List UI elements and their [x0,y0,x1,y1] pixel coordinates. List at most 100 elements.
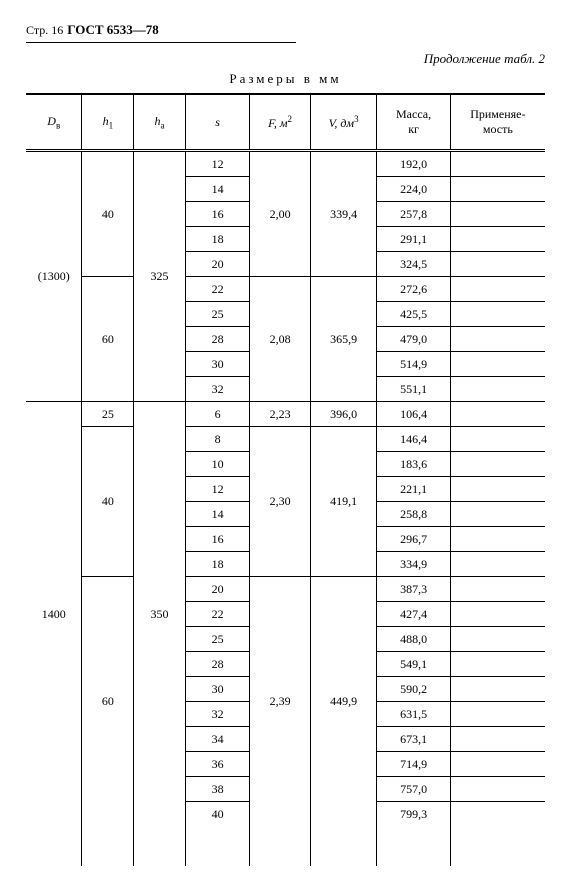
cell-mass: 324,5 [377,252,450,277]
cell-mass: 291,1 [377,227,450,252]
cell-use [450,552,545,577]
cell-V: 365,9 [310,277,377,402]
cell-F: 2,30 [250,427,310,577]
cell-mass: 146,4 [377,427,450,452]
cell-s: 30 [185,352,250,377]
cell-s: 25 [185,302,250,327]
cell-mass: 272,6 [377,277,450,302]
cell-use [450,802,545,827]
cell-h1: 60 [82,577,134,827]
cell-use [450,502,545,527]
cell-Dv: 1400 [26,402,82,827]
cell-use [450,427,545,452]
cell-mass: 549,1 [377,652,450,677]
cell-s: 25 [185,627,250,652]
cell-mass: 106,4 [377,402,450,427]
continuation-label: Продолжение табл. 2 [26,51,545,67]
cell-V: 449,9 [310,577,377,827]
cell-V: 419,1 [310,427,377,577]
cell-F: 2,00 [250,151,310,277]
cell-use [450,652,545,677]
cell-use [450,302,545,327]
cell-mass: 673,1 [377,727,450,752]
cell-s: 32 [185,702,250,727]
cell-mass: 479,0 [377,327,450,352]
cell-s: 20 [185,252,250,277]
col-mass: Масса,кг [377,94,450,151]
cell-s: 34 [185,727,250,752]
cell-mass: 296,7 [377,527,450,552]
col-s: s [185,94,250,151]
cell-use [450,252,545,277]
table-subtitle: Размеры в мм [26,71,545,87]
cell-s: 18 [185,552,250,577]
cell-s: 6 [185,402,250,427]
cell-use [450,227,545,252]
cell-F: 2,39 [250,577,310,827]
cell-s: 16 [185,527,250,552]
cell-s: 20 [185,577,250,602]
cell-use [450,377,545,402]
cell-mass: 427,4 [377,602,450,627]
col-h1: h1 [82,94,134,151]
cell-mass: 425,5 [377,302,450,327]
cell-h1: 40 [82,151,134,277]
cell-use [450,202,545,227]
cell-use [450,151,545,177]
cell-use [450,177,545,202]
cell-use [450,352,545,377]
cell-s: 14 [185,177,250,202]
cell-mass: 183,6 [377,452,450,477]
cell-mass: 258,8 [377,502,450,527]
cell-use [450,627,545,652]
cell-mass: 551,1 [377,377,450,402]
col-F: F, м2 [250,94,310,151]
page-number: Стр. 16 [26,23,63,38]
cell-s: 18 [185,227,250,252]
col-Dv: Dв [26,94,82,151]
cell-use [450,477,545,502]
dimensions-table: Dв h1 hа s F, м2 V, дм3 Масса,кг Применя… [26,93,545,866]
cell-use [450,527,545,552]
cell-s: 22 [185,277,250,302]
cell-mass: 221,1 [377,477,450,502]
col-V: V, дм3 [310,94,377,151]
cell-mass: 257,8 [377,202,450,227]
cell-s: 32 [185,377,250,402]
cell-use [450,327,545,352]
cell-V: 396,0 [310,402,377,427]
cell-s: 30 [185,677,250,702]
cell-h1: 60 [82,277,134,402]
cell-use [450,777,545,802]
cell-mass: 488,0 [377,627,450,652]
col-use: Применяе-мость [450,94,545,151]
cell-use [450,602,545,627]
cell-s: 36 [185,752,250,777]
cell-s: 10 [185,452,250,477]
cell-F: 2,23 [250,402,310,427]
cell-mass: 799,3 [377,802,450,827]
cell-mass: 387,3 [377,577,450,602]
cell-mass: 590,2 [377,677,450,702]
cell-s: 22 [185,602,250,627]
cell-ha: 350 [134,402,186,827]
cell-s: 28 [185,652,250,677]
cell-h1: 25 [82,402,134,427]
cell-ha: 325 [134,151,186,402]
cell-use [450,277,545,302]
cell-mass: 514,9 [377,352,450,377]
cell-s: 28 [185,327,250,352]
standard-code: ГОСТ 6533—78 [67,22,159,38]
cell-h1: 40 [82,427,134,577]
cell-mass: 714,9 [377,752,450,777]
cell-s: 16 [185,202,250,227]
cell-Dv: (1300) [26,151,82,402]
cell-s: 12 [185,151,250,177]
cell-use [450,452,545,477]
cell-mass: 224,0 [377,177,450,202]
cell-use [450,402,545,427]
cell-use [450,702,545,727]
cell-s: 8 [185,427,250,452]
cell-use [450,727,545,752]
cell-use [450,752,545,777]
